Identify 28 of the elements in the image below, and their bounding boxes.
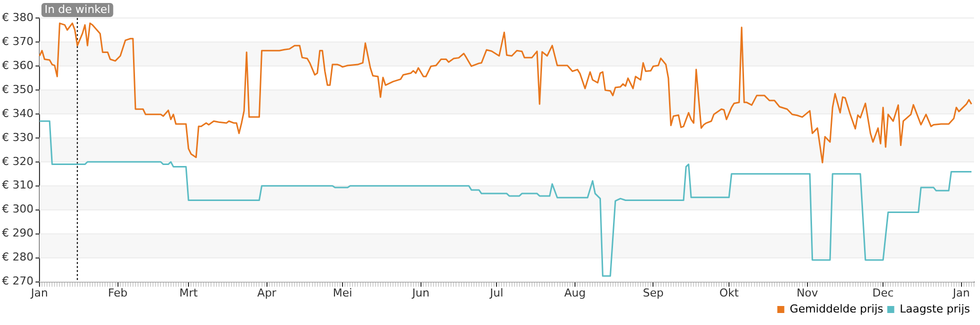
y-tick-label: € 270 bbox=[2, 274, 34, 288]
y-tick-label: € 340 bbox=[2, 106, 34, 120]
y-tick-label: € 300 bbox=[2, 202, 34, 216]
text: In de winkel bbox=[44, 2, 110, 16]
x-tick-label: Jan bbox=[952, 286, 970, 300]
x-tick-label: Aug bbox=[564, 286, 586, 300]
x-tick-label: Sep bbox=[642, 286, 664, 300]
x-tick-label: Mrt bbox=[179, 286, 198, 300]
y-tick-label: € 280 bbox=[2, 250, 34, 264]
y-tick-label: € 310 bbox=[2, 178, 34, 192]
legend-label: Laagste prijs bbox=[900, 302, 970, 316]
y-tick-label: € 360 bbox=[2, 58, 34, 72]
x-tick-label: Dec bbox=[872, 286, 894, 300]
x-tick-label: Jan bbox=[30, 286, 48, 300]
y-tick-label: € 350 bbox=[2, 82, 34, 96]
x-tick-label: Jul bbox=[489, 286, 504, 300]
x-tick-label: Okt bbox=[719, 286, 740, 300]
x-tick-label: Feb bbox=[108, 286, 128, 300]
x-tick-label: Nov bbox=[796, 286, 819, 300]
y-tick-label: € 380 bbox=[2, 10, 34, 24]
y-tick-label: € 370 bbox=[2, 34, 34, 48]
legend-label: Gemiddelde prijs bbox=[790, 302, 884, 316]
y-tick-label: € 290 bbox=[2, 226, 34, 240]
x-tick-label: Mei bbox=[332, 286, 352, 300]
y-tick-label: € 330 bbox=[2, 130, 34, 144]
y-tick-label: € 320 bbox=[2, 154, 34, 168]
x-tick-label: Jun bbox=[411, 286, 430, 300]
x-tick-label: Apr bbox=[257, 286, 277, 300]
